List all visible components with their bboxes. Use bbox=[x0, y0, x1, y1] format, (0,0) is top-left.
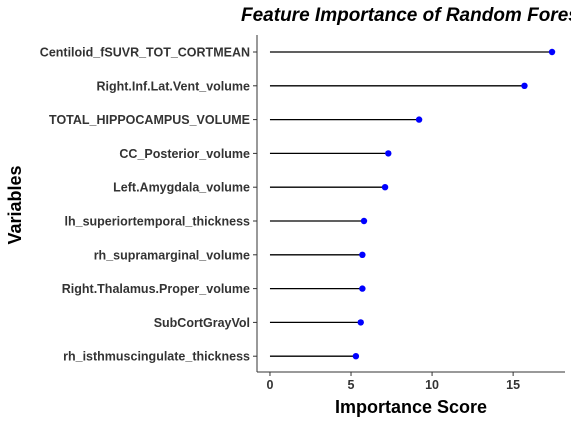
chart-title: Feature Importance of Random Forest bbox=[241, 5, 571, 26]
x-tick-label: 15 bbox=[506, 378, 520, 392]
y-axis-title: Variables bbox=[5, 165, 25, 244]
category-label: Right.Thalamus.Proper_volume bbox=[62, 282, 250, 296]
y-axis: Centiloid_fSUVR_TOT_CORTMEAN Right.Inf.La… bbox=[40, 35, 258, 372]
lollipop-point bbox=[381, 184, 389, 191]
x-tick-label: 10 bbox=[425, 378, 439, 392]
category-label: Left.Amygdala_volume bbox=[113, 181, 250, 195]
stems-layer bbox=[269, 51, 553, 357]
category-label: Right.Inf.Lat.Vent_volume bbox=[97, 79, 251, 93]
category-label: CC_Posterior_volume bbox=[119, 147, 250, 161]
category-label: TOTAL_HIPPOCAMPUS_VOLUME bbox=[49, 113, 250, 127]
lollipop-point bbox=[385, 150, 392, 157]
x-axis: 0 5 10 15 bbox=[257, 371, 565, 392]
category-label: rh_isthmuscingulate_thickness bbox=[63, 350, 250, 364]
lollipop-point bbox=[359, 251, 366, 258]
lollipop-point bbox=[548, 48, 556, 56]
lollipop-point bbox=[415, 116, 423, 123]
category-label: Centiloid_fSUVR_TOT_CORTMEAN bbox=[40, 46, 250, 60]
lollipop-point bbox=[357, 319, 364, 326]
points-layer bbox=[352, 48, 556, 360]
lollipop-point bbox=[360, 217, 368, 225]
category-label: SubCortGrayVol bbox=[154, 316, 250, 330]
lollipop-point bbox=[359, 285, 366, 292]
category-label: lh_superiortemporal_thickness bbox=[65, 215, 251, 229]
category-label: rh_supramarginal_volume bbox=[94, 248, 250, 262]
x-tick-label: 5 bbox=[348, 378, 355, 392]
lollipop-point bbox=[521, 82, 528, 90]
lollipop-point bbox=[352, 353, 360, 360]
x-axis-title: Importance Score bbox=[335, 397, 487, 417]
x-tick-label: 0 bbox=[266, 378, 273, 392]
